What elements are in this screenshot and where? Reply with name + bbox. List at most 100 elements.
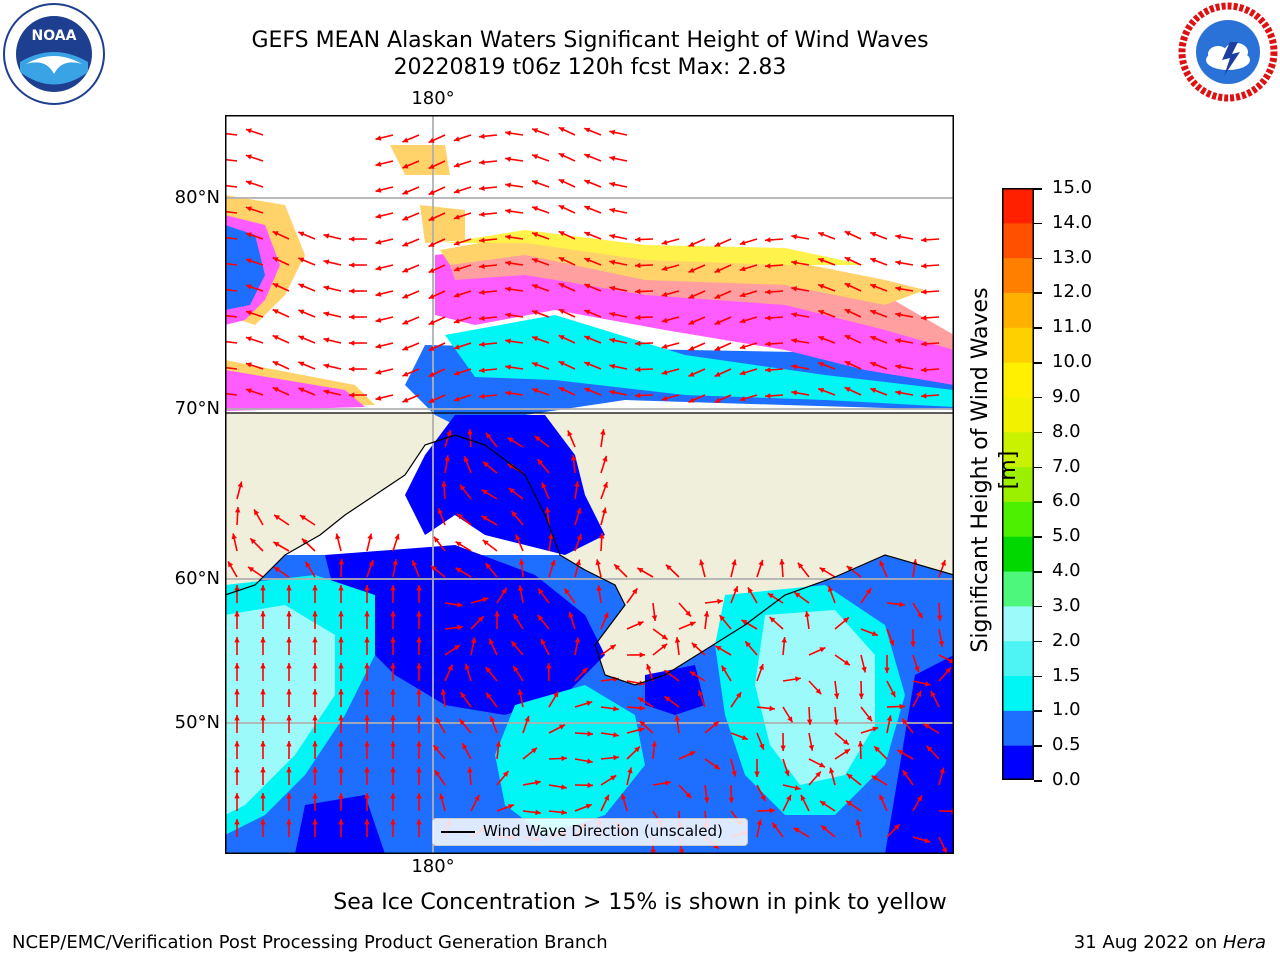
wave-direction-arrowhead — [245, 336, 252, 342]
wave-direction-arrowhead — [260, 689, 266, 695]
wave-direction-arrowhead — [921, 289, 927, 295]
wave-direction-arrowhead — [870, 257, 877, 264]
wave-direction-arrowhead — [479, 211, 485, 218]
wave-direction-arrowhead — [323, 363, 330, 369]
colorbar-tick-label: 10.0 — [1052, 351, 1093, 373]
wave-direction-arrowhead — [895, 390, 902, 396]
wave-direction-arrowhead — [688, 345, 695, 351]
wave-direction-arrowhead — [485, 563, 492, 569]
wave-direction-arrowhead — [635, 392, 641, 399]
wave-direction-arrowhead — [485, 432, 492, 439]
wave-direction-arrowhead — [689, 671, 696, 677]
noaa-logo-text: NOAA — [32, 28, 77, 44]
wave-direction-arrowhead — [416, 611, 422, 617]
wave-direction-arrowhead — [532, 128, 539, 134]
wave-direction-arrowhead — [731, 559, 737, 566]
colorbar-tick-label: 1.5 — [1052, 664, 1081, 686]
wave-direction-arrowhead — [784, 770, 790, 777]
wave-direction-arrowhead — [587, 782, 593, 788]
wave-direction-arrowhead — [538, 588, 544, 595]
wave-direction-arrowhead — [698, 690, 704, 697]
wave-direction-arrowhead — [806, 719, 813, 725]
wave-direction-arrowhead — [507, 437, 514, 443]
wave-direction-arrowhead — [818, 231, 825, 238]
wave-direction-arrowhead — [609, 233, 616, 240]
wave-direction-arrowhead — [338, 637, 344, 643]
wave-direction-arrowhead — [546, 663, 552, 669]
wave-direction-arrowhead — [479, 185, 485, 192]
wave-direction-arrowhead — [390, 767, 396, 773]
wave-direction-arrowhead — [338, 793, 344, 799]
wave-direction-arrowhead — [661, 239, 668, 245]
wave-direction-arrowhead — [437, 508, 443, 515]
wave-direction-arrowhead — [402, 293, 409, 299]
wave-direction-arrow — [225, 392, 238, 396]
wave-direction-arrowhead — [650, 849, 656, 854]
wave-direction-arrowhead — [688, 371, 695, 377]
wave-direction-arrowhead — [416, 663, 422, 669]
wave-direction-arrowhead — [237, 481, 243, 488]
wave-direction-arrowhead — [874, 746, 880, 752]
wave-direction-arrowhead — [234, 689, 240, 695]
ocean-arctic-light — [445, 315, 954, 407]
wave-direction-arrowhead — [390, 637, 396, 643]
wave-direction-arrowhead — [260, 715, 266, 721]
wave-direction-arrowhead — [272, 335, 279, 341]
wave-direction-arrowhead — [634, 746, 640, 753]
wave-direction-arrowhead — [433, 745, 439, 752]
wave-direction-arrowhead — [447, 664, 453, 671]
wave-direction-arrowhead — [517, 689, 524, 696]
wave-direction-arrowhead — [245, 232, 252, 238]
wave-direction-arrow — [225, 236, 238, 240]
colorbar-tick-label: 12.0 — [1052, 281, 1093, 303]
wave-direction-arrowhead — [505, 390, 511, 396]
map-legend: Wind Wave Direction (unscaled) — [432, 818, 748, 846]
wave-direction-arrowhead — [260, 767, 266, 773]
colorbar-segment — [1002, 536, 1034, 572]
wave-direction-arrowhead — [602, 482, 608, 489]
wave-direction-arrowhead — [494, 611, 500, 617]
wave-direction-arrow — [225, 262, 238, 266]
wave-direction-arrowhead — [921, 367, 927, 373]
wave-direction-arrowhead — [735, 692, 742, 699]
colorbar-tick-mark — [1034, 780, 1042, 782]
wave-direction-arrowhead — [870, 231, 877, 238]
wave-direction-arrowhead — [481, 515, 488, 521]
nws-logo-icon — [1178, 2, 1278, 102]
wave-direction-arrowhead — [392, 559, 398, 565]
wave-direction-arrowhead — [717, 598, 723, 605]
map-frame — [225, 115, 954, 854]
wave-direction-arrowhead — [714, 319, 721, 325]
wave-direction-arrowhead — [245, 128, 252, 134]
wave-direction-arrowhead — [540, 638, 546, 645]
wave-direction-arrowhead — [601, 507, 607, 514]
wave-direction-arrowhead — [286, 663, 292, 669]
wave-direction-arrowhead — [733, 586, 739, 593]
wave-direction-arrowhead — [505, 234, 511, 240]
colorbar-tick-label: 2.0 — [1052, 629, 1081, 651]
wave-direction-arrowhead — [819, 762, 826, 768]
wave-direction-arrowhead — [728, 797, 735, 803]
wave-direction-arrowhead — [234, 715, 240, 721]
wave-direction-arrowhead — [765, 341, 771, 347]
wave-direction-arrowhead — [515, 534, 521, 541]
wave-direction-arrowhead — [305, 561, 311, 568]
wave-direction-arrow — [225, 340, 238, 344]
wave-direction-arrowhead — [924, 681, 931, 687]
wave-direction-arrowhead — [828, 586, 834, 593]
wave-direction-arrowhead — [428, 189, 435, 195]
wave-direction-arrowhead — [482, 540, 489, 546]
wave-direction-arrowhead — [576, 534, 582, 541]
ocean-bering-sea — [325, 545, 605, 715]
wave-direction-arrowhead — [349, 340, 355, 346]
wave-direction-arrowhead — [756, 819, 763, 826]
wave-direction-arrowhead — [561, 809, 567, 816]
wave-direction-arrowhead — [609, 259, 616, 266]
wave-direction-arrowhead — [609, 644, 616, 651]
wave-direction-arrowhead — [587, 731, 593, 737]
wave-direction-arrowhead — [637, 621, 644, 627]
wave-direction-arrowhead — [260, 819, 266, 825]
wave-direction-arrowhead — [794, 785, 801, 791]
wave-direction-arrowhead — [865, 588, 872, 595]
wave-direction-arrowhead — [532, 232, 539, 238]
